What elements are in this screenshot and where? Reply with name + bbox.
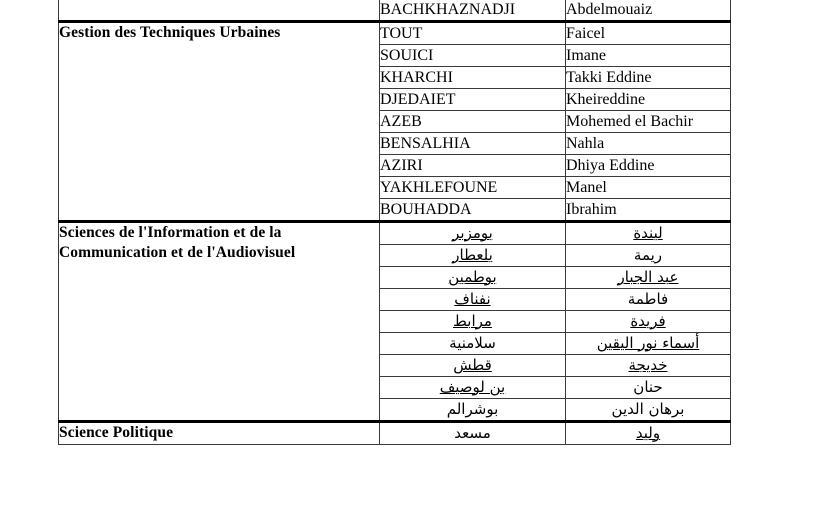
lastname-text: سلامنية bbox=[449, 334, 496, 352]
table-row: Science Politique مسعد وليد bbox=[58, 420, 731, 445]
department-cell: Science Politique bbox=[58, 420, 380, 445]
firstname-text: أسماء نور اليقين bbox=[596, 334, 700, 352]
firstname-text: خديجة bbox=[628, 356, 668, 374]
firstname-cell: فاطمة bbox=[565, 288, 731, 311]
firstname-text: وليد bbox=[635, 424, 661, 442]
firstname-cell: أسماء نور اليقين bbox=[565, 332, 731, 355]
firstname-cell: Takki Eddine bbox=[565, 66, 731, 89]
lastname-text: بومزبر bbox=[452, 224, 493, 242]
lastname-cell: بوطمين bbox=[379, 266, 566, 289]
table-row: نفناف فاطمة bbox=[59, 288, 731, 311]
firstname-cell: خديجة bbox=[565, 354, 731, 377]
table-row: AZIRI Dhiya Eddine bbox=[59, 154, 731, 177]
firstname-cell: Dhiya Eddine bbox=[565, 154, 731, 177]
firstname-text: ليندة bbox=[633, 224, 663, 242]
lastname-cell: بومزبر bbox=[379, 220, 566, 245]
lastname-cell: BENSALHIA bbox=[379, 132, 566, 155]
lastname-text: نفناف bbox=[454, 290, 491, 308]
firstname-text: برهان الدين bbox=[611, 400, 685, 418]
department-cell: Gestion des Techniques Urbaines bbox=[58, 20, 380, 222]
table-row: BOUHADDA Ibrahim bbox=[59, 198, 731, 222]
firstname-text: فريدة bbox=[630, 312, 666, 330]
table-row: مرابط فريدة bbox=[59, 310, 731, 333]
lastname-cell: سلامنية bbox=[379, 332, 566, 355]
table-row: بوشرالم برهان الدين bbox=[59, 398, 731, 422]
firstname-cell: Kheireddine bbox=[565, 88, 731, 111]
lastname-cell: AZIRI bbox=[379, 154, 566, 177]
firstname-cell: Abdelmouaiz bbox=[565, 0, 731, 22]
lastname-text: قطش bbox=[453, 356, 492, 374]
firstname-cell: Mohemed el Bachir bbox=[565, 110, 731, 133]
table-row: AZEB Mohemed el Bachir bbox=[59, 110, 731, 133]
lastname-cell: قطش bbox=[379, 354, 566, 377]
firstname-text: حنان bbox=[633, 378, 663, 396]
roster-table-body: Amine BACHKHAZNADJI Abdelmouaiz Gestion … bbox=[58, 0, 731, 445]
firstname-text: ريمة bbox=[633, 246, 663, 264]
firstname-text: عبد الجبار bbox=[617, 268, 679, 286]
table-row: SOUICI Imane bbox=[59, 44, 731, 67]
lastname-cell: KHARCHI bbox=[379, 66, 566, 89]
lastname-cell: AZEB bbox=[379, 110, 566, 133]
table-row: قطش خديجة bbox=[59, 354, 731, 377]
lastname-cell: بن لوصيف bbox=[379, 376, 566, 399]
lastname-text: بوشرالم bbox=[446, 400, 499, 418]
firstname-cell: وليد bbox=[565, 420, 731, 445]
lastname-cell: BOUHADDA bbox=[379, 198, 566, 222]
department-cell bbox=[58, 0, 380, 22]
lastname-text: مسعد bbox=[454, 424, 491, 442]
lastname-cell: مسعد bbox=[379, 420, 566, 445]
firstname-cell: فريدة bbox=[565, 310, 731, 333]
firstname-cell: Manel bbox=[565, 176, 731, 199]
roster-table: Amine BACHKHAZNADJI Abdelmouaiz Gestion … bbox=[58, 0, 731, 445]
firstname-cell: ريمة bbox=[565, 244, 731, 267]
firstname-cell: برهان الدين bbox=[565, 398, 731, 422]
firstname-text: فاطمة bbox=[627, 290, 669, 308]
lastname-text: يلعطار bbox=[452, 246, 493, 264]
lastname-cell: BACHKHAZNADJI bbox=[379, 0, 566, 22]
firstname-cell: حنان bbox=[565, 376, 731, 399]
firstname-cell: عبد الجبار bbox=[565, 266, 731, 289]
lastname-text: مرابط bbox=[453, 312, 492, 330]
lastname-cell: بوشرالم bbox=[379, 398, 566, 422]
table-row: بوطمين عبد الجبار bbox=[59, 266, 731, 289]
firstname-cell: Faicel bbox=[565, 20, 731, 45]
table-row: سلامنية أسماء نور اليقين bbox=[59, 332, 731, 355]
lastname-cell: مرابط bbox=[379, 310, 566, 333]
firstname-cell: Imane bbox=[565, 44, 731, 67]
lastname-cell: TOUT bbox=[379, 20, 566, 45]
lastname-text: بن لوصيف bbox=[439, 378, 506, 396]
lastname-cell: DJEDAIET bbox=[379, 88, 566, 111]
lastname-cell: SOUICI bbox=[379, 44, 566, 67]
firstname-cell: Nahla bbox=[565, 132, 731, 155]
table-row: Sciences de l'Information et de la Commu… bbox=[58, 220, 731, 422]
firstname-cell: ليندة bbox=[565, 220, 731, 245]
department-cell: Sciences de l'Information et de la Commu… bbox=[58, 220, 380, 422]
lastname-cell: YAKHLEFOUNE bbox=[379, 176, 566, 199]
table-row: BENSALHIA Nahla bbox=[59, 132, 731, 155]
table-row: Gestion des Techniques Urbaines TOUT Fai… bbox=[58, 20, 731, 222]
lastname-cell: يلعطار bbox=[379, 244, 566, 267]
lastname-text: بوطمين bbox=[448, 268, 497, 286]
firstname-cell: Ibrahim bbox=[565, 198, 731, 222]
lastname-cell: نفناف bbox=[379, 288, 566, 311]
